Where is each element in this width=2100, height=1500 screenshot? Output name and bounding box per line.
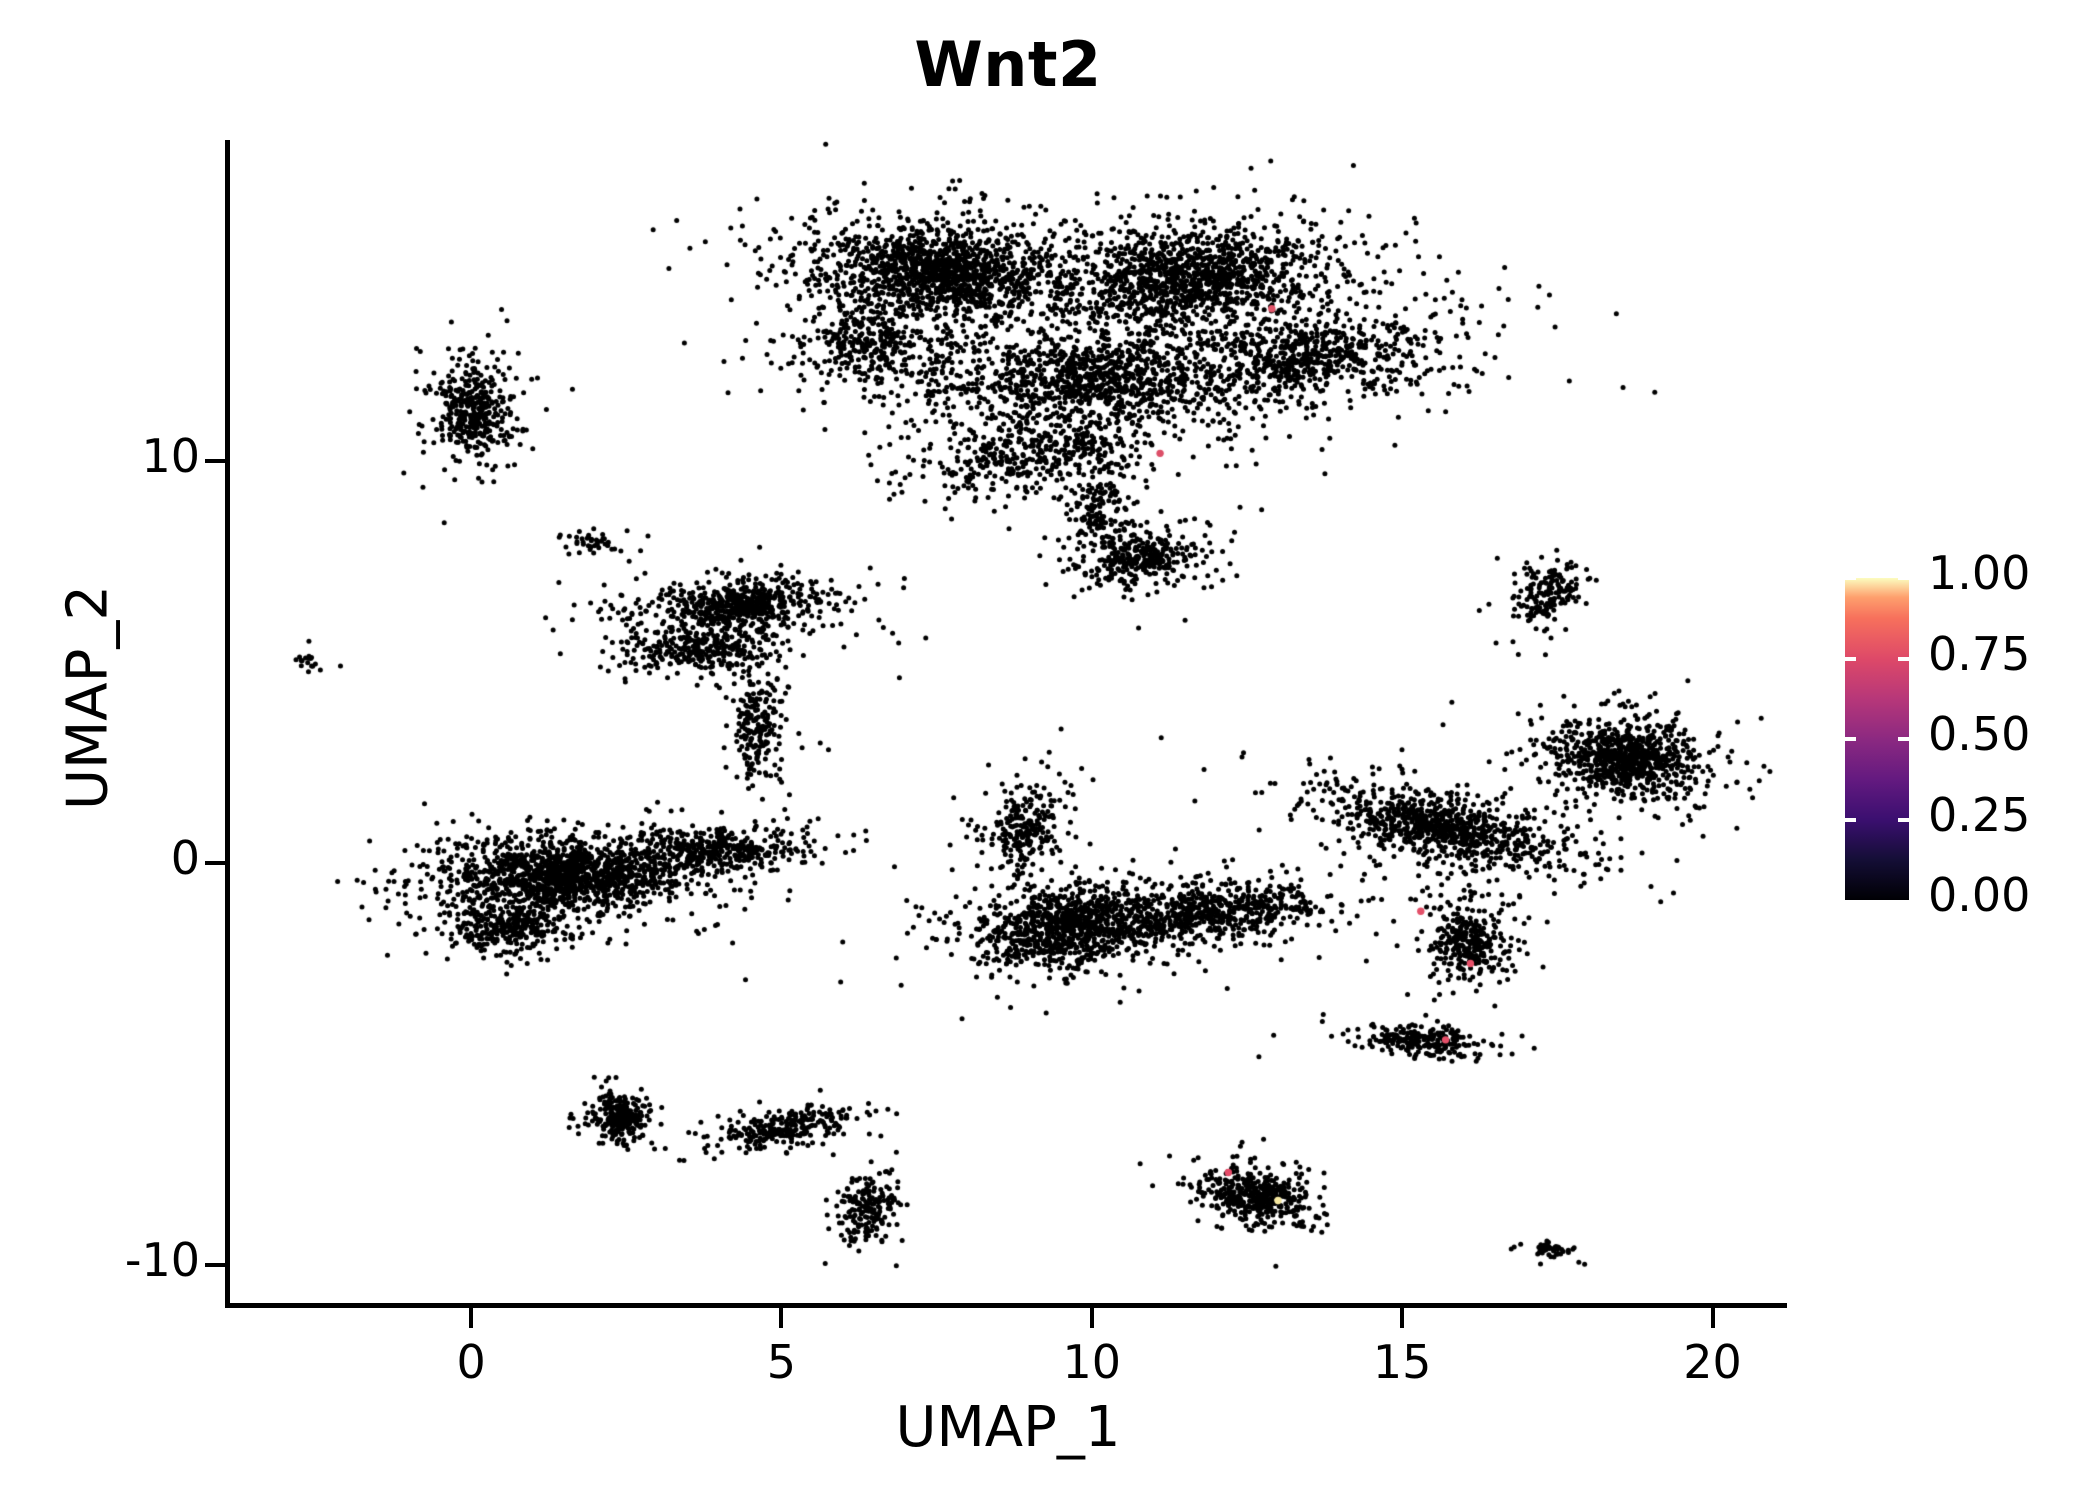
colorbar — [1845, 576, 1909, 900]
x-tick-label: 15 — [1372, 1335, 1432, 1389]
x-tick-label: 0 — [456, 1335, 486, 1389]
x-tick-mark — [779, 1307, 784, 1328]
y-tick-mark — [205, 459, 226, 464]
colorbar-tick-mark — [1845, 576, 1856, 580]
colorbar-tick-mark — [1845, 817, 1856, 822]
scatter-plot-area — [229, 140, 1787, 1305]
page-title: Wnt2 — [914, 28, 1102, 101]
y-tick-label: 10 — [141, 429, 200, 484]
x-tick-mark — [1400, 1307, 1405, 1328]
y-tick-label: 0 — [170, 831, 200, 886]
colorbar-tick-label: 0.75 — [1928, 626, 2031, 681]
colorbar-tick-label: 0.25 — [1928, 787, 2031, 842]
y-axis-spine — [225, 140, 230, 1308]
x-tick-label: 20 — [1683, 1335, 1742, 1389]
y-tick-mark — [205, 1262, 226, 1267]
colorbar-tick-mark — [1898, 737, 1909, 741]
colorbar-tick-mark — [1845, 656, 1856, 661]
x-tick-label: 5 — [766, 1335, 797, 1389]
x-axis-label: UMAP_1 — [895, 1395, 1121, 1460]
umap-scatter-canvas — [229, 140, 1787, 1305]
x-tick-mark — [1089, 1307, 1094, 1328]
x-tick-label: 10 — [1062, 1335, 1122, 1389]
x-tick-mark — [1710, 1307, 1715, 1328]
y-tick-label: -10 — [124, 1232, 200, 1287]
x-axis-spine — [225, 1303, 1787, 1308]
colorbar-tick-mark — [1898, 576, 1909, 580]
x-tick-mark — [469, 1307, 474, 1328]
colorbar-tick-mark — [1898, 817, 1909, 822]
colorbar-tick-mark — [1898, 656, 1909, 661]
colorbar-tick-label: 1.00 — [1928, 546, 2031, 600]
colorbar-tick-label: 0.50 — [1928, 707, 2031, 761]
y-axis-label: UMAP_2 — [55, 585, 121, 811]
colorbar-tick-label: 0.00 — [1928, 868, 2031, 922]
colorbar-tick-mark — [1845, 737, 1856, 741]
y-tick-mark — [205, 861, 226, 866]
